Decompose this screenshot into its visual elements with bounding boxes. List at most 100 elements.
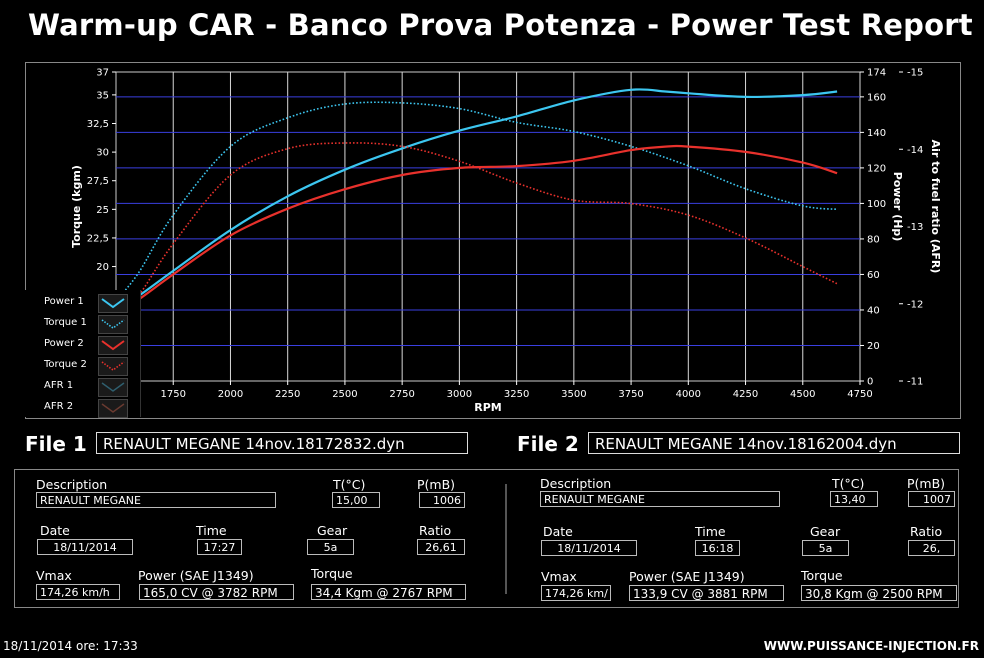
torque-tick-label: 32,5: [87, 119, 109, 130]
file-1-temp-label: T(°C): [333, 477, 366, 492]
y-axis-title-torque: Torque (kgm): [70, 165, 83, 248]
x-tick-label: 2500: [332, 389, 357, 400]
file-2-power-field[interactable]: 133,9 CV @ 3881 RPM: [629, 585, 784, 601]
torque-tick-label: 37: [96, 68, 109, 79]
x-tick-label: 2250: [275, 389, 300, 400]
file-2-temp-label: T(°C): [832, 476, 865, 491]
file-2-time-field[interactable]: 16:18: [695, 540, 740, 556]
footer-datetime: 18/11/2014 ore: 17:33: [3, 639, 138, 653]
file-1-torque-label: Torque: [311, 566, 353, 581]
series-line-torque-1: [115, 101, 838, 302]
file-1-description-field[interactable]: RENAULT MEGANE: [36, 492, 276, 508]
file-1-temp-field[interactable]: 15,00: [332, 492, 380, 508]
x-tick-label: 3250: [504, 389, 529, 400]
test-info-panel: Description RENAULT MEGANE T(°C) 15,00 P…: [14, 469, 959, 608]
power-tick-label: 160: [867, 92, 886, 103]
file-1-pressure-field[interactable]: 1006: [419, 492, 465, 508]
legend-swatch-afr-2: [98, 399, 128, 418]
file-2-ratio-label: Ratio: [910, 524, 943, 539]
afr-tick-label: -12: [907, 299, 923, 310]
x-tick-label: 2000: [218, 389, 243, 400]
file-2-date-field[interactable]: 18/11/2014: [541, 540, 637, 556]
torque-tick-label: 20: [96, 262, 109, 273]
file-1-date-field[interactable]: 18/11/2014: [37, 539, 133, 555]
power-tick-label: 174: [867, 68, 886, 79]
file-2-ratio-field[interactable]: 26,: [908, 540, 955, 556]
legend-item-torque-2[interactable]: Torque 2: [25, 355, 140, 376]
series-line-torque-2: [115, 142, 838, 319]
legend-label: Torque 1: [44, 317, 87, 328]
torque-tick-label: 30: [96, 148, 109, 159]
legend-swatch-torque-2: [98, 357, 128, 376]
chart-frame: 1750 2000 2250 2500 2750 3000 3250 3500 3750 4000…: [25, 62, 961, 419]
report-title: Warm-up CAR - Banco Prova Potenza - Powe…: [28, 8, 973, 42]
y-axis-title-power: Power (Hp): [891, 172, 904, 242]
legend-swatch-afr-1: [98, 378, 128, 397]
x-tick-label: 3500: [561, 389, 586, 400]
x-tick-label: 1750: [161, 389, 186, 400]
power-tick-label: 100: [867, 199, 886, 210]
torque-tick-label: 22,5: [87, 233, 109, 244]
file-1-time-field[interactable]: 17:27: [197, 539, 242, 555]
torque-tick-label: 35: [96, 90, 109, 101]
footer-website-link[interactable]: WWW.PUISSANCE-INJECTION.FR: [763, 639, 979, 653]
panel-divider: [505, 484, 507, 594]
afr-tick-label: -11: [907, 377, 923, 388]
file-1-ratio-label: Ratio: [419, 523, 452, 538]
legend-swatch-power-1: [98, 294, 128, 313]
power-tick-label: 140: [867, 128, 886, 139]
file-2-vmax-label: Vmax: [541, 569, 577, 584]
file-1-time-label: Time: [196, 523, 227, 538]
x-tick-label: 2750: [389, 389, 414, 400]
torque-tick-label: 25: [96, 205, 109, 216]
file-1-ratio-field[interactable]: 26,61: [417, 539, 465, 555]
x-tick-label: 4250: [733, 389, 758, 400]
file-2-gear-field[interactable]: 5a: [802, 540, 849, 556]
legend-label: Torque 2: [44, 359, 87, 370]
legend-item-power-2[interactable]: Power 2: [25, 334, 140, 355]
file-1-label: File 1: [25, 432, 87, 456]
file-2-gear-label: Gear: [810, 524, 841, 539]
power-tick-label: 40: [867, 305, 880, 316]
file-2-pressure-field[interactable]: 1007: [908, 491, 955, 507]
torque-tick-label: 27,5: [87, 176, 109, 187]
power-tick-label: 80: [867, 234, 880, 245]
legend-item-power-1[interactable]: Power 1: [25, 292, 140, 313]
file-2-torque-field[interactable]: 30,8 Kgm @ 2500 RPM: [801, 585, 957, 601]
file-1-torque-field[interactable]: 34,4 Kgm @ 2767 RPM: [311, 584, 466, 600]
file-2-description-field[interactable]: RENAULT MEGANE: [540, 491, 780, 507]
file-1-description-label: Description: [36, 477, 108, 492]
file-1-pressure-label: P(mB): [417, 477, 456, 492]
power-tick-label: 120: [867, 163, 886, 174]
file-2-pressure-label: P(mB): [907, 476, 946, 491]
y-axis-title-afr: Air to fuel ratio (AFR): [929, 140, 942, 274]
x-tick-label: 4750: [847, 389, 872, 400]
legend-item-afr-1[interactable]: AFR 1: [25, 376, 140, 397]
file-2-torque-label: Torque: [801, 568, 843, 583]
power-tick-label: 60: [867, 270, 880, 281]
power-tick-label: 20: [867, 341, 880, 352]
x-tick-label: 3000: [447, 389, 472, 400]
file-1-filename[interactable]: RENAULT MEGANE 14nov.18172832.dyn: [96, 432, 468, 454]
legend-swatch-power-2: [98, 336, 128, 355]
afr-tick-label: -13: [907, 222, 923, 233]
file-2-time-label: Time: [695, 524, 726, 539]
legend-label: Power 2: [44, 338, 84, 349]
file-2-power-label: Power (SAE J1349): [629, 569, 745, 584]
file-2-filename[interactable]: RENAULT MEGANE 14nov.18162004.dyn: [588, 432, 960, 454]
legend-item-torque-1[interactable]: Torque 1: [25, 313, 140, 334]
file-2-vmax-field[interactable]: 174,26 km/: [541, 585, 611, 601]
file-1-date-label: Date: [40, 523, 70, 538]
file-1-power-label: Power (SAE J1349): [138, 568, 254, 583]
file-1-gear-field[interactable]: 5a: [307, 539, 354, 555]
legend-item-afr-2[interactable]: AFR 2: [25, 397, 140, 418]
file-1-power-field[interactable]: 165,0 CV @ 3782 RPM: [139, 584, 294, 600]
x-tick-label: 4000: [676, 389, 701, 400]
x-axis-title: RPM: [474, 401, 501, 414]
file-1-vmax-field[interactable]: 174,26 km/h: [36, 584, 120, 600]
file-2-temp-field[interactable]: 13,40: [830, 491, 878, 507]
chart-legend: Power 1 Torque 1 Power 2 Torque 2 AFR 1 …: [25, 290, 141, 418]
file-1-vmax-label: Vmax: [36, 568, 72, 583]
afr-tick-label: -14: [907, 145, 923, 156]
series-line-power-2: [115, 144, 838, 315]
